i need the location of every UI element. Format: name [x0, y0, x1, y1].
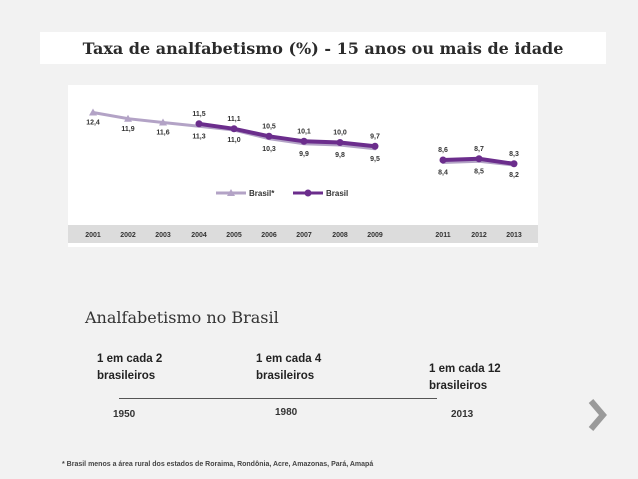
data-label-brasil: 10,5	[262, 123, 276, 130]
title-box: Taxa de analfabetismo (%) - 15 anos ou m…	[40, 32, 606, 64]
x-tick-label: 2011	[435, 232, 450, 239]
data-label-brasil-star: 11,9	[121, 126, 134, 133]
section-subtitle: Analfabetismo no Brasil	[85, 308, 279, 327]
legend-label-brasil-star: Brasil*	[249, 189, 275, 198]
next-slide-chevron-icon[interactable]	[586, 398, 608, 432]
x-axis-band	[68, 225, 538, 243]
timeline-year-1980: 1980	[275, 407, 298, 418]
timeline-label-line2: brasileiros	[429, 380, 488, 392]
data-label-brasil-star: 8,2	[509, 172, 519, 179]
x-tick-label: 2004	[191, 232, 207, 239]
data-point-brasil	[195, 120, 203, 128]
data-label-brasil-star: 11,3	[192, 133, 205, 140]
x-tick-label: 2001	[85, 232, 101, 239]
data-label-brasil: 11,1	[227, 116, 240, 123]
x-tick-label: 2008	[332, 232, 348, 239]
data-label-brasil: 9,7	[370, 133, 380, 140]
footnote: * Brasil menos a área rural dos estados …	[62, 461, 374, 468]
legend-label-brasil: Brasil	[326, 189, 348, 198]
data-label-brasil-star: 12,4	[86, 120, 100, 127]
x-tick-label: 2006	[261, 232, 277, 239]
x-tick-label: 2009	[367, 232, 383, 239]
data-label-brasil: 8,6	[438, 147, 448, 154]
legend-marker-brasil	[304, 189, 312, 197]
x-tick-label: 2005	[226, 232, 242, 239]
data-label-brasil-star: 9,8	[335, 152, 345, 159]
data-point-brasil-star	[89, 108, 97, 116]
timeline-label-1950: 1 em cada 2 brasileiros	[97, 351, 162, 385]
data-point-brasil	[265, 132, 273, 140]
chart-area: 2001 2002 2003 2004 2005 2006 2007 2008 2009 2011…	[68, 85, 538, 247]
data-label-brasil: 8,3	[509, 151, 519, 158]
data-label-brasil-star: 9,9	[299, 151, 309, 158]
x-tick-label: 2007	[296, 232, 312, 239]
data-label-brasil-star: 9,5	[370, 156, 380, 163]
data-label-brasil-star: 11,6	[156, 130, 169, 137]
x-tick-label: 2012	[471, 232, 487, 239]
timeline-year-1950: 1950	[113, 409, 136, 420]
data-label-brasil-star: 11,0	[227, 137, 240, 144]
series-line-brasil	[197, 121, 377, 149]
data-point-brasil	[371, 142, 379, 150]
data-point-brasil	[300, 137, 308, 145]
data-point-brasil	[439, 156, 447, 164]
timeline-label-line2: brasileiros	[97, 370, 156, 382]
data-label-brasil: 10,0	[333, 130, 347, 137]
data-label-brasil: 11,5	[192, 111, 205, 118]
data-point-brasil	[336, 139, 344, 146]
data-point-brasil	[230, 125, 238, 133]
x-tick-label: 2003	[155, 232, 171, 239]
data-label-brasil-star: 8,5	[474, 168, 484, 175]
x-tick-label: 2002	[120, 232, 136, 239]
timeline-label-line1: 1 em cada 4	[256, 353, 322, 365]
x-tick-label: 2013	[506, 232, 522, 239]
timeline-label-line1: 1 em cada 2	[97, 353, 163, 365]
legend-marker-brasil-star	[227, 189, 235, 196]
page-title: Taxa de analfabetismo (%) - 15 anos ou m…	[82, 38, 564, 58]
timeline-axis	[119, 398, 437, 399]
timeline-label-line1: 1 em cada 12	[429, 363, 501, 375]
data-point-brasil	[475, 155, 483, 163]
data-label-brasil-star: 8,4	[438, 170, 448, 177]
data-label-brasil: 10,1	[297, 128, 311, 135]
data-point-brasil-star	[159, 118, 167, 126]
timeline-label-line2: brasileiros	[256, 370, 315, 382]
data-point-brasil	[510, 160, 518, 168]
data-point-brasil-star	[124, 114, 132, 122]
data-label-brasil: 8,7	[474, 146, 484, 153]
literacy-chart: 2001 2002 2003 2004 2005 2006 2007 2008 2009 2011…	[68, 108, 538, 243]
timeline-label-1980: 1 em cada 4 brasileiros	[256, 351, 321, 385]
timeline-year-2013: 2013	[451, 409, 474, 420]
timeline-label-2013: 1 em cada 12 brasileiros	[429, 361, 501, 395]
data-label-brasil-star: 10,3	[262, 146, 276, 153]
